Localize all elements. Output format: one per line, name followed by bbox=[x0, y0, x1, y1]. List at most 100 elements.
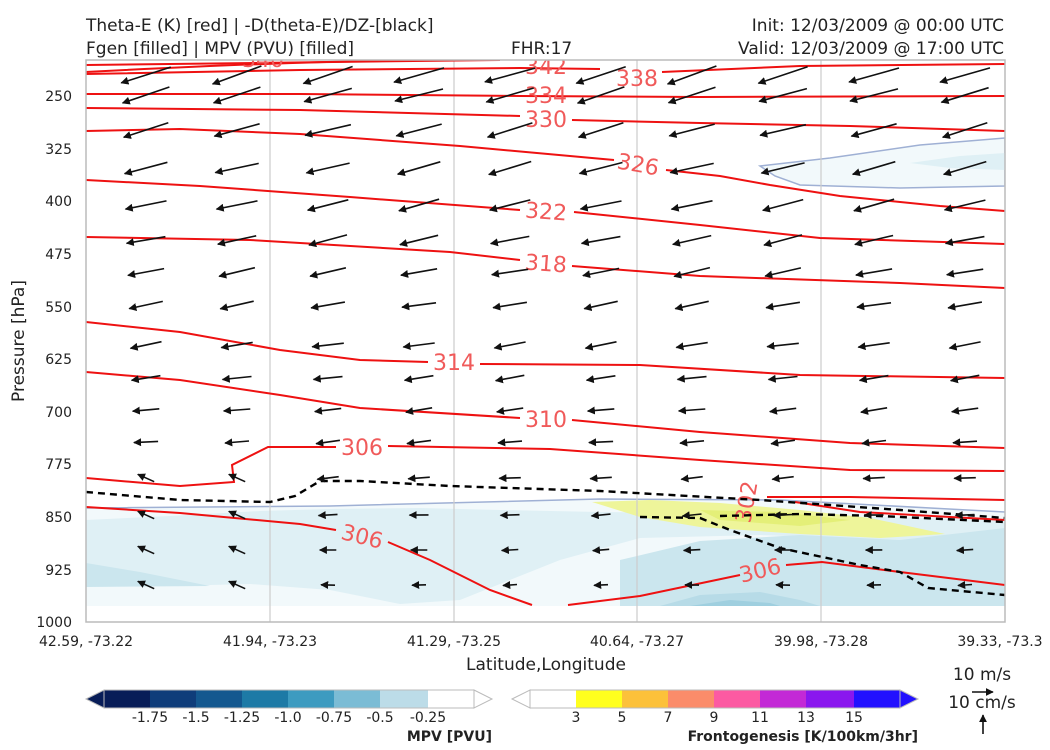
fgen-colorbar-tick: 15 bbox=[845, 710, 863, 726]
fgen-colorbar-title: Frontogenesis [K/100km/3hr] bbox=[688, 729, 918, 745]
fgen-colorbar-tick: 13 bbox=[797, 710, 815, 726]
fgen-colorbar-bin bbox=[576, 690, 622, 708]
wind-vector bbox=[215, 200, 258, 212]
wind-vector bbox=[952, 438, 978, 447]
wind-vector bbox=[765, 301, 801, 311]
wind-vector bbox=[762, 198, 804, 213]
fgen-colorbar-bin bbox=[760, 690, 806, 708]
wind-vector bbox=[860, 407, 888, 415]
wind-vector bbox=[314, 406, 342, 415]
wind-vector bbox=[758, 87, 808, 104]
wind-vector bbox=[862, 474, 885, 483]
theta-e-label: 330 bbox=[525, 108, 567, 133]
wind-vector bbox=[398, 198, 440, 213]
wind-vector bbox=[305, 162, 350, 176]
wind-vector bbox=[579, 200, 622, 212]
y-axis: 250 325 400 475 550 625 700 775 850 925 … bbox=[9, 89, 72, 631]
wind-vector bbox=[127, 267, 165, 279]
wind-vector bbox=[682, 546, 701, 555]
mpv-fill-upper-inner bbox=[910, 153, 1005, 170]
fgen-colorbar-bin bbox=[854, 690, 900, 708]
wind-vector bbox=[137, 545, 155, 555]
wind-vector bbox=[217, 235, 257, 247]
wind-vector bbox=[757, 65, 808, 85]
wind-vector bbox=[220, 341, 253, 351]
wind-vector bbox=[944, 235, 985, 247]
wind-vector bbox=[667, 86, 716, 105]
wind-vector bbox=[939, 67, 991, 84]
wind-vector bbox=[953, 474, 976, 483]
wind-vector bbox=[502, 580, 518, 589]
wind-vector bbox=[855, 268, 893, 278]
theta-e-338 bbox=[86, 63, 1005, 75]
wind-vector bbox=[494, 374, 525, 384]
x-tick-label: 39.98, -73.28 bbox=[774, 634, 868, 650]
wind-vector bbox=[854, 234, 894, 247]
wind-vector bbox=[492, 301, 528, 311]
wind-vector bbox=[497, 438, 523, 447]
wind-vector bbox=[211, 65, 262, 86]
fgen-colorbar-bin bbox=[806, 690, 854, 708]
y-tick-label: 850 bbox=[45, 510, 72, 526]
wind-vector bbox=[676, 374, 707, 383]
wind-vector bbox=[576, 86, 625, 105]
wind-vector bbox=[488, 199, 531, 213]
fgen-colorbar-tick: 9 bbox=[710, 710, 719, 726]
dthetae-dz-contour-inner bbox=[719, 512, 1005, 524]
y-tick-label: 625 bbox=[45, 352, 72, 368]
wind-vector bbox=[771, 474, 794, 483]
reference-vertical-label: 10 cm/s bbox=[948, 693, 1016, 713]
wind-vector bbox=[129, 340, 162, 351]
wind-vector bbox=[496, 406, 524, 415]
wind-vector bbox=[672, 234, 712, 247]
wind-vector bbox=[488, 160, 532, 177]
mpv-colorbar-tick: -1.25 bbox=[224, 710, 260, 726]
wind-vector bbox=[122, 121, 169, 139]
mpv-colorbar-bin bbox=[380, 690, 428, 708]
fgen-colorbar-extend-high bbox=[899, 689, 920, 709]
wind-vector bbox=[125, 235, 166, 247]
wind-vector bbox=[491, 268, 529, 278]
wind-vector bbox=[850, 123, 897, 139]
mpv-colorbar-bin bbox=[288, 690, 334, 708]
wind-vector bbox=[940, 86, 989, 104]
wind-vector bbox=[593, 580, 609, 589]
mpv-zero-line-lower bbox=[86, 498, 1005, 513]
wind-vector bbox=[769, 406, 797, 415]
grid bbox=[269, 60, 822, 622]
wind-vector bbox=[589, 474, 612, 483]
wind-vector bbox=[399, 234, 439, 247]
mpv-colorbar-tick: -0.25 bbox=[410, 710, 446, 726]
wind-vector bbox=[954, 511, 975, 520]
neg-dthetae-dz-contours bbox=[86, 479, 1005, 597]
wind-vector bbox=[942, 160, 987, 177]
wind-vector bbox=[213, 123, 260, 139]
wind-vector bbox=[121, 86, 170, 105]
wind-vector bbox=[767, 374, 798, 383]
wind-vector bbox=[316, 474, 339, 483]
wind-vector bbox=[228, 510, 246, 520]
wind-vector bbox=[592, 546, 610, 555]
wind-vector bbox=[500, 546, 519, 555]
reference-vector-key: 10 m/s 10 cm/s bbox=[948, 665, 1016, 734]
wind-vector bbox=[956, 546, 974, 555]
wind-vector bbox=[310, 301, 346, 311]
mpv-colorbar-bin bbox=[196, 690, 242, 708]
wind-vector bbox=[484, 67, 536, 84]
theta-e-labels: 340 342 338 334 330 326 322 318 314 310 … bbox=[242, 55, 784, 589]
theta-e-label: 314 bbox=[433, 351, 475, 376]
wind-vector bbox=[759, 123, 807, 138]
x-tick-label: 41.94, -73.23 bbox=[223, 634, 317, 650]
wind-vector bbox=[674, 300, 709, 312]
y-tick-label: 250 bbox=[45, 89, 72, 105]
wind-vector bbox=[851, 160, 896, 177]
mpv-fill-band-2 bbox=[86, 563, 210, 587]
title-line-2: Fgen [filled] | MPV (PVU) [filled] bbox=[86, 39, 354, 59]
wind-vector bbox=[137, 510, 155, 520]
wind-vector bbox=[666, 65, 717, 86]
wind-vector bbox=[681, 511, 702, 520]
theta-e-label: 342 bbox=[525, 55, 567, 80]
x-tick-label: 39.33, -73.3 bbox=[957, 634, 1042, 650]
